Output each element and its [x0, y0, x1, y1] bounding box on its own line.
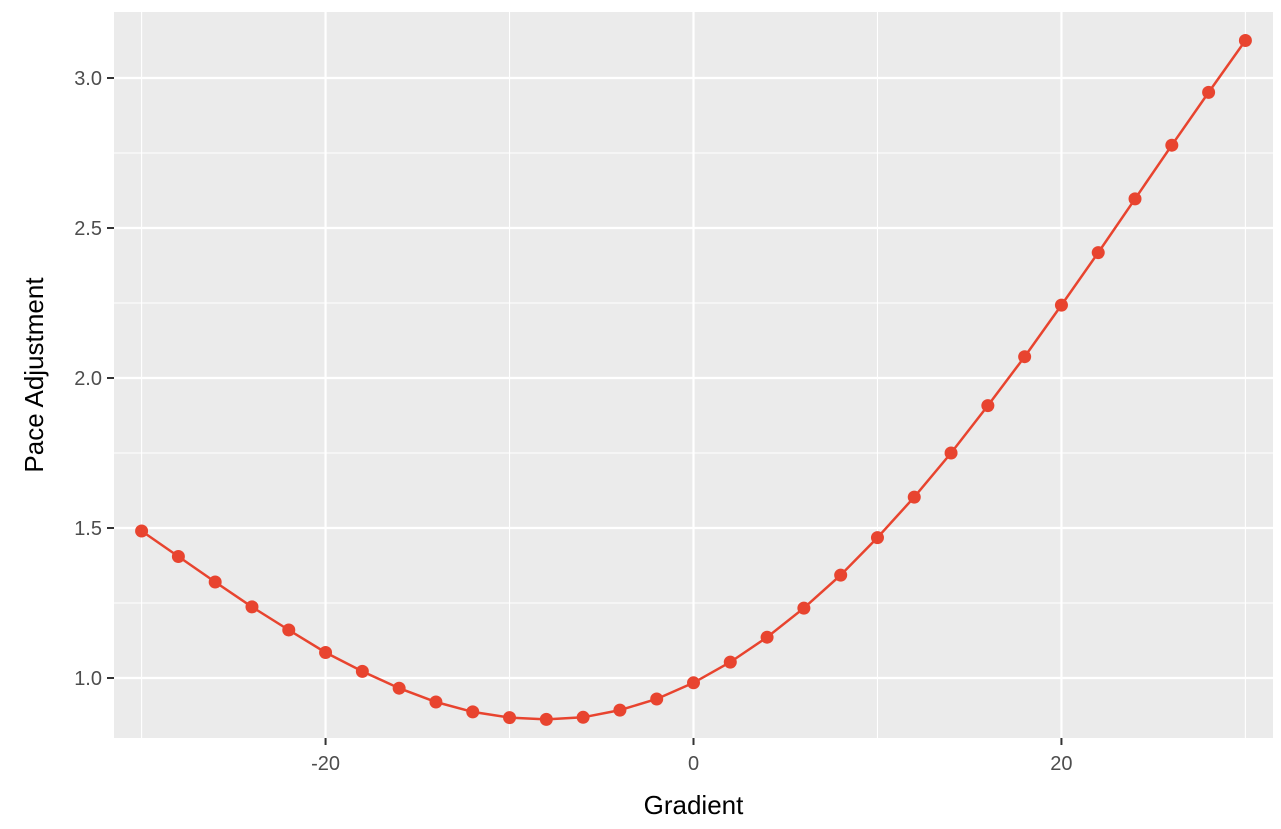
y-tick-label: 1.0 — [74, 668, 102, 690]
data-point — [1165, 138, 1179, 152]
data-points — [135, 34, 1252, 726]
axis-ticks — [107, 77, 1063, 745]
data-point — [650, 692, 664, 706]
data-point — [944, 446, 958, 460]
data-point — [208, 575, 222, 589]
data-point — [392, 681, 406, 695]
data-point — [1238, 34, 1252, 47]
x-tick-label: 0 — [688, 753, 699, 775]
y-axis-title: Pace Adjustment — [19, 277, 49, 473]
data-point — [245, 600, 259, 614]
data-point — [429, 695, 443, 709]
y-tick-label: 1.5 — [74, 518, 102, 540]
data-point — [539, 712, 553, 726]
data-point — [1128, 192, 1142, 206]
data-point — [1054, 298, 1068, 312]
y-tick-label: 2.5 — [74, 218, 102, 240]
data-point — [171, 550, 185, 563]
data-point — [760, 630, 774, 644]
data-point — [1091, 246, 1105, 260]
x-tick-label: 20 — [1050, 753, 1072, 775]
data-point — [503, 711, 517, 725]
data-point — [466, 705, 480, 719]
x-tick-label: -20 — [311, 753, 340, 775]
data-point — [797, 601, 811, 615]
y-tick-label: 3.0 — [74, 68, 102, 90]
data-point — [687, 676, 700, 690]
data-point — [282, 623, 296, 637]
data-point — [355, 664, 369, 678]
data-point — [981, 399, 995, 413]
data-point — [723, 655, 737, 669]
x-axis-title: Gradient — [644, 790, 744, 820]
data-point — [1018, 350, 1032, 364]
data-point — [135, 524, 149, 538]
y-tick-label: 2.0 — [74, 368, 102, 390]
data-point — [576, 710, 590, 724]
data-point — [319, 646, 333, 659]
major-gridlines — [114, 12, 1273, 738]
data-point — [907, 490, 921, 504]
x-axis-tick-labels: -20 0 20 — [311, 753, 1072, 775]
data-point — [613, 703, 627, 717]
data-point — [870, 531, 884, 545]
data-point — [1202, 85, 1216, 99]
y-axis-tick-labels: 1.0 1.5 2.0 2.5 3.0 — [74, 68, 102, 690]
data-point — [834, 568, 848, 582]
